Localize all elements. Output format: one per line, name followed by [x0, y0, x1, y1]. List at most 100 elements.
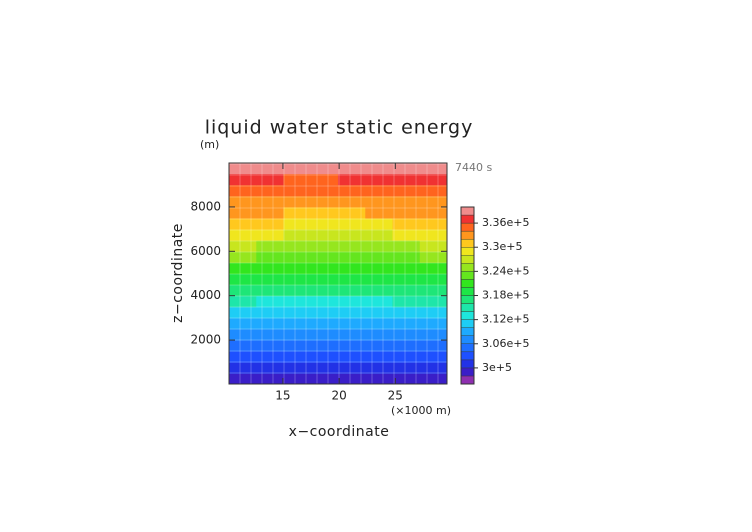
cell: [283, 340, 312, 352]
cell: [419, 206, 448, 219]
cell: [365, 163, 394, 175]
cell: [283, 306, 312, 319]
cell: [419, 251, 448, 263]
cell: [256, 373, 285, 385]
cell: [419, 229, 448, 241]
colorbar-band: [460, 287, 475, 296]
cell: [310, 218, 339, 230]
cell: [283, 195, 312, 208]
cell: [256, 251, 285, 263]
cell: [310, 262, 339, 274]
colorbar-band: [460, 238, 475, 248]
colorbar-band: [460, 214, 475, 224]
colorbar-tick-label: 3.18e+5: [482, 289, 529, 302]
cell: [365, 218, 394, 230]
cell: [337, 317, 366, 330]
cell: [392, 317, 421, 330]
colorbar-band: [460, 375, 475, 385]
y-tick-label: 8000: [190, 199, 221, 213]
cell: [337, 184, 366, 197]
cell: [256, 340, 285, 352]
colorbar-band: [460, 351, 475, 361]
cell: [365, 240, 394, 252]
cell: [310, 317, 339, 330]
cell: [337, 362, 366, 374]
cell: [229, 373, 257, 385]
cell: [392, 284, 421, 297]
cell: [229, 173, 257, 186]
time-label: 7440 s: [455, 161, 492, 174]
cell: [229, 229, 257, 241]
cell: [229, 328, 257, 341]
cell: [392, 251, 421, 263]
cell: [229, 251, 257, 263]
cell: [365, 362, 394, 374]
cell: [419, 340, 448, 352]
cell: [256, 273, 285, 286]
colorbar-band: [460, 335, 475, 344]
cell: [283, 317, 312, 330]
cell: [392, 273, 421, 286]
colorbar-band: [460, 271, 475, 280]
chart-title: liquid water static energy: [205, 117, 474, 139]
colorbar-band: [460, 230, 475, 240]
cell: [283, 362, 312, 374]
colorbar-band: [460, 303, 475, 312]
cell: [419, 295, 448, 308]
cell: [337, 229, 366, 241]
cell: [392, 262, 421, 274]
cell: [256, 306, 285, 319]
colorbar-tick-label: 3.06e+5: [482, 337, 529, 350]
cell: [365, 262, 394, 274]
cell: [256, 218, 285, 230]
cell: [419, 195, 448, 208]
cell: [419, 184, 448, 197]
cell: [283, 206, 312, 219]
colorbar-tick-label: 3.24e+5: [482, 264, 529, 277]
cell: [365, 351, 394, 363]
cell: [365, 206, 394, 219]
cell: [229, 195, 257, 208]
cell: [310, 206, 339, 219]
cell: [283, 284, 312, 297]
cell: [283, 295, 312, 308]
colorbar-band: [460, 255, 475, 264]
colorbar-band: [460, 279, 475, 288]
y-tick-label: 2000: [190, 333, 221, 347]
cell: [310, 306, 339, 319]
cell: [365, 317, 394, 330]
cell: [365, 229, 394, 241]
cell: [310, 362, 339, 374]
x-axis-label: x−coordinate: [289, 424, 390, 440]
plot-frame: [228, 162, 448, 385]
cell: [392, 206, 421, 219]
colorbar-tick-label: 3.12e+5: [482, 313, 529, 326]
cell: [229, 284, 257, 297]
cell: [337, 173, 366, 186]
cell: [365, 173, 394, 186]
cell: [419, 351, 448, 363]
colorbar-band: [460, 343, 475, 353]
cell: [229, 317, 257, 330]
cell: [229, 340, 257, 352]
cell: [310, 195, 339, 208]
cell: [392, 229, 421, 241]
cell: [310, 351, 339, 363]
cell: [256, 351, 285, 363]
colorbar-band: [460, 319, 475, 328]
cell: [229, 184, 257, 197]
cell: [337, 195, 366, 208]
cell: [229, 306, 257, 319]
cell: [419, 328, 448, 341]
cell: [337, 328, 366, 341]
cell: [283, 373, 312, 385]
colorbar-band: [460, 295, 475, 304]
cell: [310, 340, 339, 352]
cell: [365, 184, 394, 197]
cell: [256, 284, 285, 297]
cell: [229, 362, 257, 374]
x-tick-label: 25: [388, 389, 403, 403]
cell: [256, 240, 285, 252]
cell: [256, 206, 285, 219]
